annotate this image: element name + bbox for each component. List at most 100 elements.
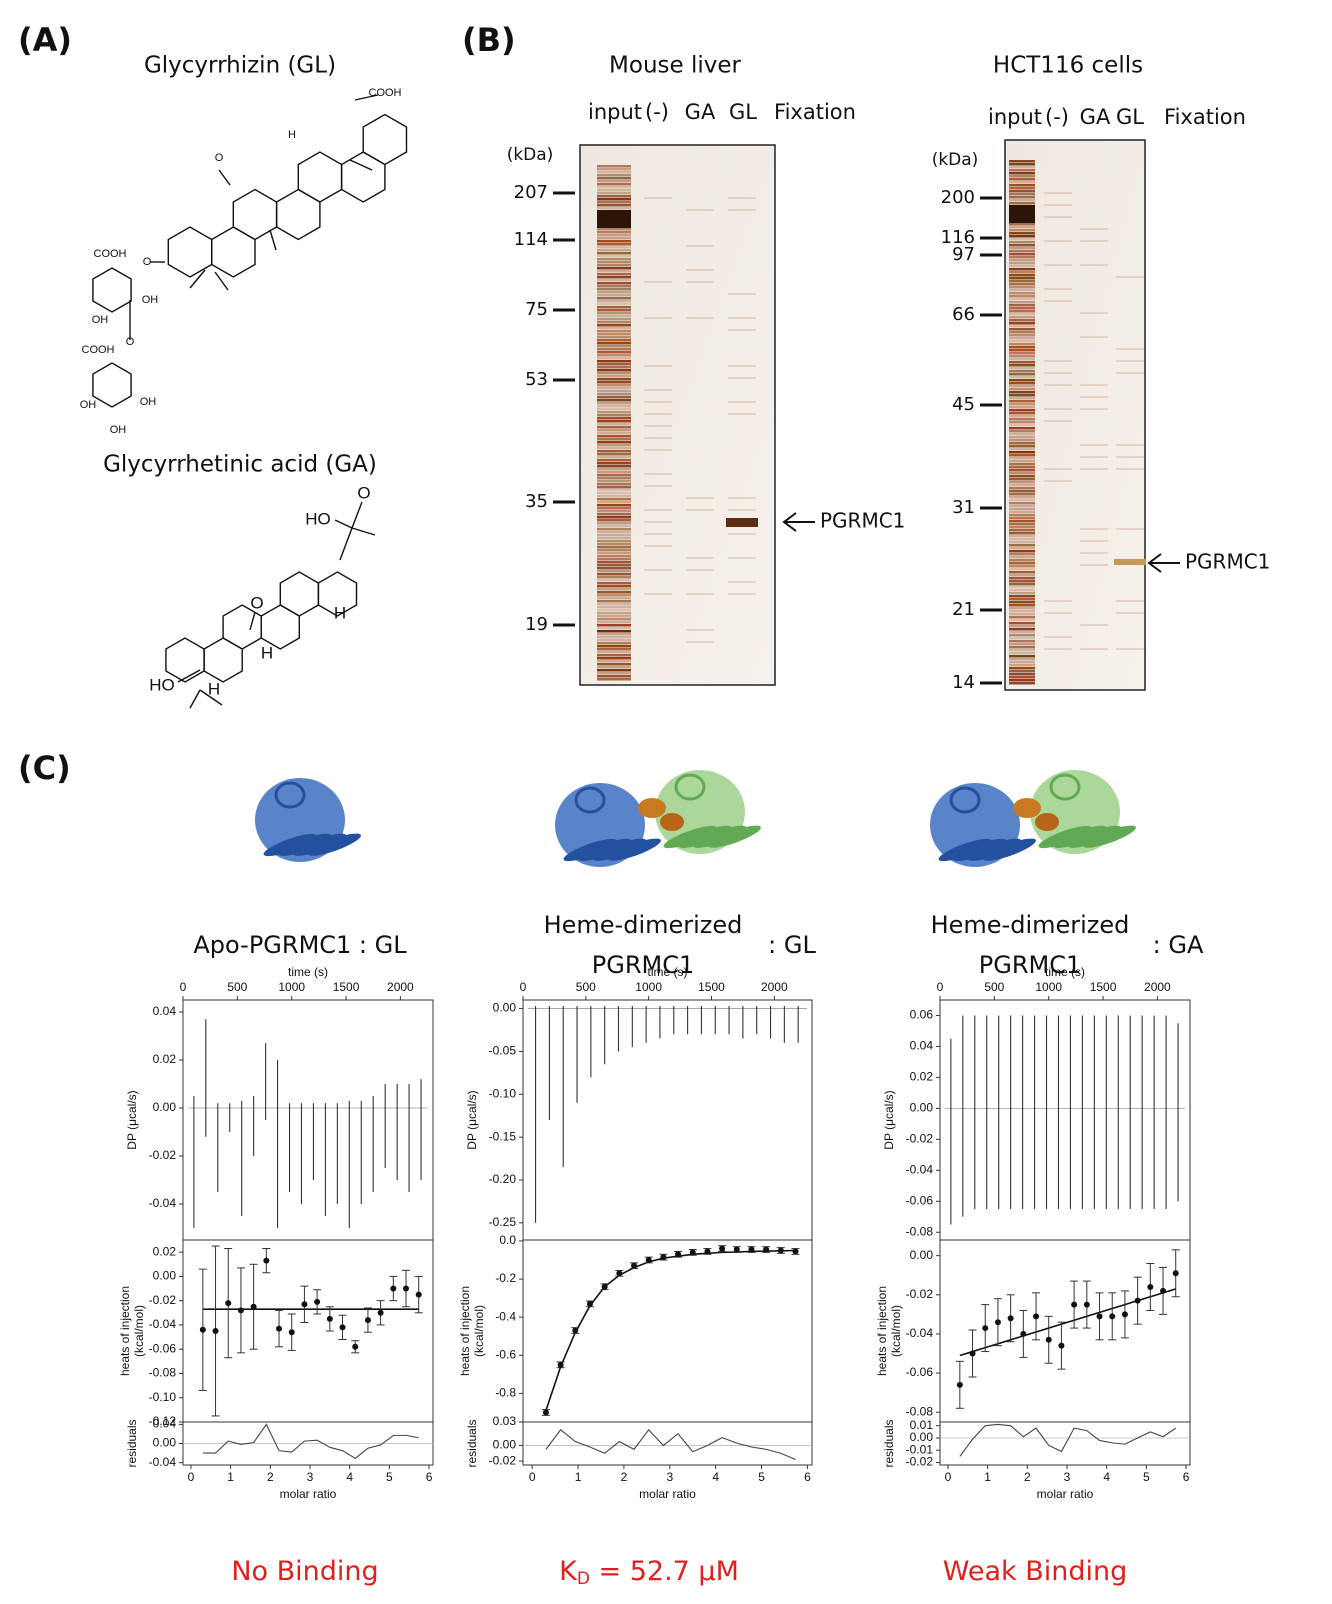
gel-band [644, 449, 672, 451]
marker-label: 35 [525, 491, 548, 512]
result: Weak Binding [943, 1556, 1128, 1587]
sample-label: Heme-dimerized [931, 911, 1130, 939]
data-point [542, 1409, 549, 1416]
data-point [1083, 1301, 1090, 1308]
gel-band [1009, 349, 1035, 352]
gel-band [1009, 556, 1035, 559]
gel-band [1009, 223, 1035, 226]
gel-band [597, 246, 631, 249]
gel-band [597, 501, 631, 504]
gel-band [597, 561, 631, 564]
gel-band [1009, 364, 1035, 367]
y-tick-label: -0.08 [149, 1366, 177, 1380]
panel-label: (B) [462, 21, 516, 59]
panel-label: (C) [18, 749, 71, 787]
y-tick-label: 0.04 [910, 1039, 934, 1053]
x-axis-label: time (s) [648, 965, 688, 979]
gel-band [1009, 502, 1035, 505]
gel-band [1009, 616, 1035, 619]
gel-band [597, 573, 631, 576]
data-point [631, 1262, 638, 1269]
y-tick-label: -0.02 [149, 1148, 177, 1162]
data-point [212, 1328, 219, 1334]
gel-band [597, 243, 631, 246]
gel-band [728, 533, 756, 535]
arrow-label: PGRMC1 [1185, 550, 1270, 574]
ring [362, 113, 408, 166]
gel-band [597, 381, 631, 384]
plot-frame [939, 1239, 1191, 1423]
lane-label: input [988, 105, 1042, 129]
gel-band [1009, 475, 1035, 478]
y-tick-label: 0.00 [493, 1001, 517, 1015]
gel-band [597, 486, 631, 489]
gel-band [597, 357, 631, 360]
gel-band [1009, 352, 1035, 355]
gel-band [1116, 348, 1144, 350]
gel-band [1009, 430, 1035, 433]
gel-band [597, 663, 631, 666]
data-point [704, 1248, 711, 1255]
gel-band [1116, 372, 1144, 374]
data-point [225, 1300, 232, 1307]
gel-band [597, 618, 631, 621]
gel-band [1009, 193, 1035, 196]
gel-band [597, 582, 631, 585]
gel-band [597, 669, 631, 672]
data-point [1007, 1315, 1014, 1322]
gel-band [597, 537, 631, 540]
data-point [1045, 1336, 1052, 1343]
gel-band [1009, 652, 1035, 655]
plot-frame [522, 1239, 813, 1423]
unit-label: (kDa) [932, 150, 979, 170]
gel-band [597, 312, 631, 315]
ring [317, 571, 358, 617]
gel-band [1009, 310, 1035, 313]
marker-label: 19 [525, 614, 548, 635]
data-point [1121, 1311, 1128, 1318]
gel-band [1009, 361, 1035, 364]
y-tick-label: -0.20 [489, 1172, 517, 1186]
bond [189, 269, 206, 289]
x-tick-label: 3 [666, 1470, 673, 1484]
y-tick-label: -0.15 [489, 1129, 517, 1143]
x-tick-label: 4 [712, 1470, 719, 1484]
y-axis-label: heats of injection [458, 1286, 472, 1376]
y-axis-label: heats of injection [875, 1286, 889, 1376]
y-tick-label: 0.00 [910, 1430, 934, 1444]
gel-band [644, 533, 672, 535]
data-point [601, 1283, 608, 1290]
gel-band [728, 593, 756, 595]
lane-label: GL [1116, 105, 1144, 129]
gel-band [1009, 466, 1035, 469]
gel-band [1009, 334, 1035, 337]
atom-label: O [250, 593, 263, 612]
panel-label: (A) [18, 21, 72, 59]
gel-band [597, 240, 631, 243]
gel-band [728, 413, 756, 415]
atom-label: OH [92, 314, 109, 326]
y-tick-label: -0.02 [489, 1453, 517, 1467]
gel-band [1080, 384, 1108, 386]
data-point [288, 1329, 295, 1336]
gel-band [597, 408, 631, 411]
gel-band [1009, 301, 1035, 304]
gel-band [1009, 421, 1035, 424]
result: No Binding [231, 1556, 378, 1587]
y-tick-label: 0.04 [153, 1417, 177, 1431]
x-tick-label: 500 [227, 980, 247, 994]
gel-band [597, 660, 631, 663]
gel-band [1080, 228, 1108, 230]
atom-label: HO [149, 675, 175, 694]
marker-label: 200 [941, 187, 975, 208]
gel-band [597, 300, 631, 303]
gel-band [1009, 238, 1035, 241]
residual-line [202, 1423, 419, 1459]
y-tick-label: -0.01 [906, 1442, 934, 1456]
gel-band [1009, 658, 1035, 661]
gel-band [597, 513, 631, 516]
gel-title: HCT116 cells [993, 53, 1143, 79]
gel-band [726, 518, 758, 527]
y-tick-label: -0.25 [489, 1215, 517, 1229]
gel-band [597, 438, 631, 441]
